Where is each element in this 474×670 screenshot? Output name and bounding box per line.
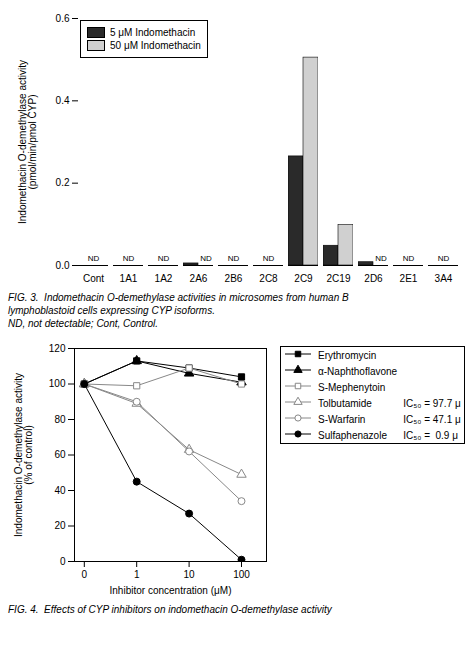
html-text:IC₅₀ = 97.7 μ: IC₅₀ = 97.7 μ <box>403 397 461 409</box>
html-text:IC₅₀ = 47.1 μ: IC₅₀ = 47.1 μ <box>403 413 461 425</box>
svg-text:10: 10 <box>184 569 196 580</box>
svg-text:ND: ND <box>88 254 100 263</box>
svg-text:80: 80 <box>54 414 66 425</box>
svg-text:0: 0 <box>60 556 66 567</box>
svg-text:40: 40 <box>54 485 66 496</box>
svg-text:0: 0 <box>82 569 88 580</box>
svg-text:1A1: 1A1 <box>120 273 138 284</box>
svg-text:2C19: 2C19 <box>327 273 351 284</box>
svg-text:20: 20 <box>54 520 66 531</box>
svg-text:100: 100 <box>233 569 250 580</box>
svg-text:0.0: 0.0 <box>56 260 70 271</box>
html-text:5 μM Indomethacin: 5 μM Indomethacin <box>110 27 196 38</box>
svg-text:Cont: Cont <box>83 273 104 284</box>
html-text:Erythromycin: Erythromycin <box>318 349 377 361</box>
svg-text:2C8: 2C8 <box>259 273 278 284</box>
svg-text:ND: ND <box>375 254 387 263</box>
svg-text:60: 60 <box>54 449 66 460</box>
html-text:Tolbutamide: Tolbutamide <box>318 397 372 409</box>
svg-text:0.4: 0.4 <box>56 95 70 106</box>
svg-text:Indomethacin O-demethylase act: Indomethacin O-demethylase activity(% of… <box>13 373 34 537</box>
html-text:S-Mephenytoin: S-Mephenytoin <box>318 381 386 393</box>
html-text:FIG. 3. Indomethacin O-demethy: FIG. 3. Indomethacin O-demethylase activ… <box>8 292 349 303</box>
svg-text:100: 100 <box>49 378 66 389</box>
html-text:FIG. 4. Effects of CYP inhibit: FIG. 4. Effects of CYP inhibitors on ind… <box>8 604 332 615</box>
svg-text:ND: ND <box>228 254 240 263</box>
svg-text:ND: ND <box>263 254 275 263</box>
svg-text:0.2: 0.2 <box>56 177 70 188</box>
svg-text:ND: ND <box>200 254 212 263</box>
html-text:IC₅₀ = 0.9 μ: IC₅₀ = 0.9 μ <box>403 429 458 441</box>
svg-text:2B6: 2B6 <box>225 273 243 284</box>
svg-text:120: 120 <box>49 343 66 354</box>
svg-text:ND: ND <box>403 254 415 263</box>
svg-text:ND: ND <box>438 254 450 263</box>
svg-text:1: 1 <box>134 569 140 580</box>
svg-text:2E1: 2E1 <box>400 273 418 284</box>
html-text:α-Naphthoflavone: α-Naphthoflavone <box>318 365 398 377</box>
html-text:Sulfaphenazole: Sulfaphenazole <box>318 429 387 441</box>
svg-text:3A4: 3A4 <box>435 273 453 284</box>
svg-text:2C9: 2C9 <box>294 273 313 284</box>
svg-text:0.6: 0.6 <box>56 13 70 24</box>
svg-text:ND: ND <box>158 254 170 263</box>
html-text:ND, not detectable; Cont, Cont: ND, not detectable; Cont, Control. <box>8 318 159 329</box>
html-text:50 μM Indomethacin: 50 μM Indomethacin <box>110 40 201 51</box>
html-text:lymphoblastoid cells expressin: lymphoblastoid cells expressing CYP isof… <box>8 305 215 316</box>
svg-text:Indomethacin O-demethylase act: Indomethacin O-demethylase activity(pmol… <box>17 60 38 224</box>
svg-text:2D6: 2D6 <box>364 273 383 284</box>
svg-text:Inhibitor concentration (μM): Inhibitor concentration (μM) <box>110 585 232 596</box>
svg-text:2A6: 2A6 <box>190 273 208 284</box>
svg-text:ND: ND <box>123 254 135 263</box>
html-text:S-Warfarin: S-Warfarin <box>318 413 366 425</box>
svg-text:1A2: 1A2 <box>155 273 173 284</box>
